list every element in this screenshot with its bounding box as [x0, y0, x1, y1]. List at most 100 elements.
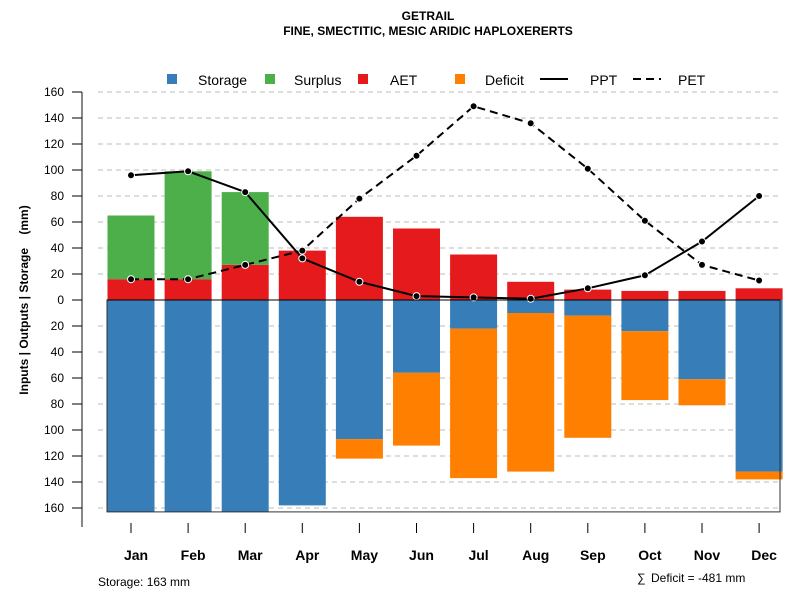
pet-point	[469, 102, 478, 111]
x-tick-label: Nov	[694, 547, 721, 563]
legend-label-storage: Storage	[198, 72, 247, 88]
legend-label-deficit: Deficit	[485, 72, 524, 88]
storage-bar	[564, 300, 612, 316]
x-tick-label: Jan	[124, 547, 148, 563]
storage-bar	[393, 300, 440, 373]
x-tick-label: Feb	[181, 547, 206, 563]
aet-bar	[221, 264, 269, 300]
deficit-bar	[450, 328, 498, 479]
ppt-point	[355, 277, 364, 286]
deficit-bar	[335, 439, 383, 459]
x-tick-label: Aug	[522, 547, 549, 563]
x-tick-label: Jun	[409, 547, 434, 563]
y-tick-label: 100	[44, 163, 64, 177]
deficit-symbol: ∑	[637, 571, 646, 585]
y-tick-label: 160	[44, 85, 64, 99]
chart-subtitle: FINE, SMECTITIC, MESIC ARIDIC HAPLOXERER…	[283, 24, 573, 38]
legend-label-aet: AET	[390, 72, 418, 88]
pet-point	[184, 275, 193, 284]
deficit-bar	[393, 372, 440, 446]
y-tick-label: 80	[51, 397, 65, 411]
x-tick-label: Apr	[295, 547, 320, 563]
deficit-bar	[678, 379, 726, 406]
deficit-sum-annotation: Deficit = -481 mm	[651, 571, 745, 585]
ppt-point	[698, 237, 706, 246]
pet-point	[355, 194, 364, 203]
axes: 160 140 120 100 80 60 40 20 0 20 40 60 80 100 120 140 16…	[44, 85, 781, 563]
pet-line	[131, 105, 760, 282]
legend-swatch-deficit	[455, 74, 465, 84]
aet-bar	[678, 290, 726, 300]
y-tick-label: 120	[44, 137, 64, 151]
ppt-point	[127, 171, 135, 180]
ppt-point	[526, 294, 535, 303]
x-tick-label: Dec	[751, 547, 777, 563]
ppt-point	[298, 254, 307, 263]
ppt-point	[755, 192, 764, 200]
legend-swatch-aet	[358, 74, 368, 84]
aet-bar	[507, 281, 555, 300]
legend: Storage Surplus AET Deficit PPT PET	[167, 72, 706, 88]
aet-bar	[735, 288, 783, 300]
x-tick-label: Sep	[580, 547, 606, 563]
ppt-point	[184, 167, 193, 176]
storage-bar	[507, 300, 555, 313]
storage-bar	[335, 300, 383, 440]
storage-bar	[678, 300, 726, 380]
pet-point	[526, 119, 535, 128]
y-tick-label: 20	[51, 319, 65, 333]
deficit-bar	[507, 313, 555, 472]
ppt-point	[241, 188, 250, 197]
y-tick-label: 140	[44, 111, 64, 125]
y-tick-label: 120	[44, 449, 64, 463]
y-tick-label: 60	[51, 371, 65, 385]
aet-bar	[335, 216, 383, 300]
x-tick-label: Jul	[468, 547, 488, 563]
pet-point	[127, 275, 135, 284]
legend-swatch-storage	[167, 74, 177, 84]
y-tick-label: 20	[51, 267, 65, 281]
aet-bar	[107, 279, 155, 300]
storage-bar	[450, 300, 498, 329]
pet-point	[583, 164, 592, 173]
aet-bar	[621, 290, 669, 300]
ppt-point	[583, 284, 592, 293]
ppt-line	[130, 170, 760, 300]
ppt-point	[640, 271, 649, 280]
x-tick-label: May	[351, 547, 378, 563]
storage-bar	[107, 300, 155, 512]
storage-bar	[735, 300, 783, 472]
y-tick-label: 40	[51, 241, 65, 255]
y-tick-label: 60	[51, 215, 65, 229]
chart-title: GETRAIL	[402, 9, 455, 23]
y-axis-label: Inputs | Outputs | Storage (mm)	[17, 205, 31, 394]
lines	[127, 102, 764, 303]
y-tick-label: 160	[44, 501, 64, 515]
aet-bar	[164, 279, 212, 300]
y-tick-label: 140	[44, 475, 64, 489]
aet-bar	[393, 228, 440, 300]
pet-point	[241, 260, 250, 269]
deficit-bar	[564, 315, 612, 438]
y-tick-label: 40	[51, 345, 65, 359]
y-tick-label: 100	[44, 423, 64, 437]
pet-point	[755, 276, 764, 285]
legend-label-surplus: Surplus	[294, 72, 341, 88]
storage-bar	[221, 300, 269, 512]
deficit-bar	[621, 331, 669, 401]
legend-swatch-surplus	[265, 74, 275, 84]
deficit-bar	[735, 471, 783, 480]
legend-label-pet: PET	[678, 72, 706, 88]
aet-bar	[450, 254, 498, 300]
aet-bar	[564, 289, 612, 300]
pet-point	[298, 246, 307, 255]
legend-label-ppt: PPT	[590, 72, 618, 88]
storage-annotation: Storage: 163 mm	[98, 575, 190, 589]
surplus-bar	[164, 171, 212, 280]
bars	[107, 171, 783, 512]
y-tick-label: 80	[51, 189, 65, 203]
ppt-point	[469, 293, 478, 302]
pet-point	[640, 216, 649, 225]
x-tick-label: Mar	[238, 547, 263, 563]
